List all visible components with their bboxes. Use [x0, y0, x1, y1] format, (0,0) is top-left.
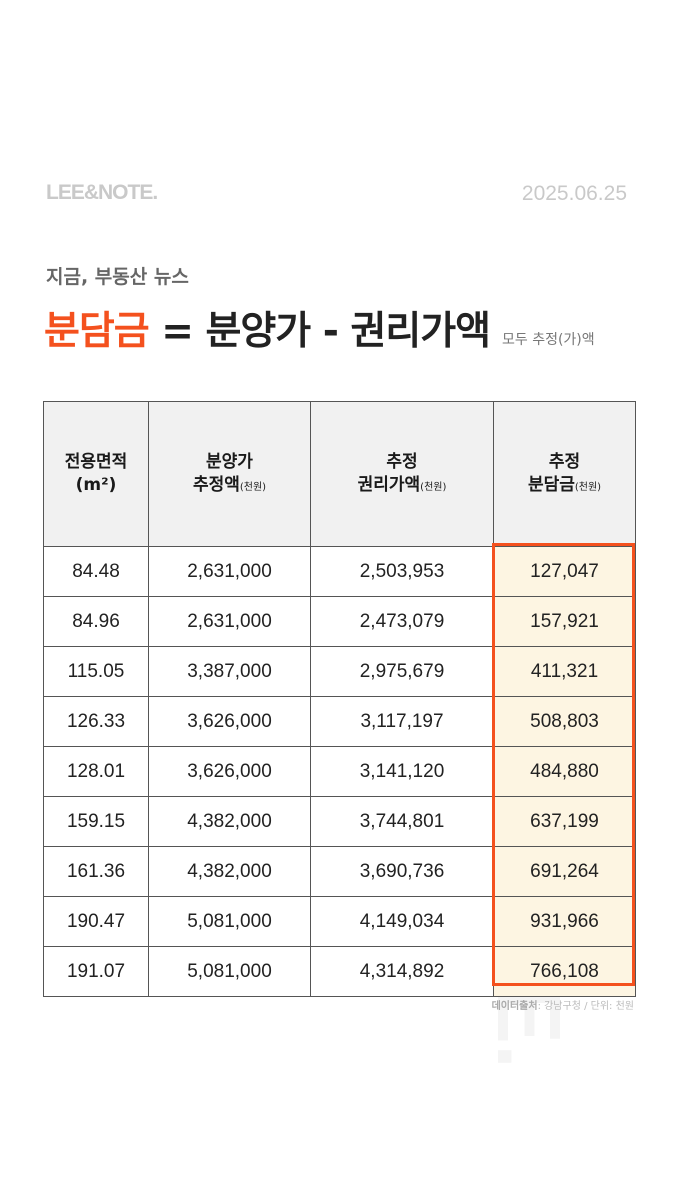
table-row: 84.48 2,631,000 2,503,953 127,047 — [43, 546, 636, 597]
cell-rights-value: 2,975,679 — [310, 646, 494, 697]
cell-sale-price: 4,382,000 — [148, 796, 311, 847]
header-contribution: 추정 분담금(천원) — [493, 401, 636, 547]
header-sale-price: 분양가 추정액(천원) — [148, 401, 311, 547]
cell-area: 161.36 — [43, 846, 149, 897]
table-row: 159.15 4,382,000 3,744,801 637,199 — [43, 796, 636, 847]
cell-contribution: 637,199 — [493, 796, 636, 847]
table-row: 84.96 2,631,000 2,473,079 157,921 — [43, 596, 636, 647]
cell-sale-price: 5,081,000 — [148, 946, 311, 997]
headline-accent: 분담금 — [44, 309, 150, 354]
cell-sale-price: 4,382,000 — [148, 846, 311, 897]
cell-contribution: 691,264 — [493, 846, 636, 897]
cell-rights-value: 3,690,736 — [310, 846, 494, 897]
headline-formula: = 분양가 - 권리가액 — [148, 309, 491, 354]
table-row: 161.36 4,382,000 3,690,736 691,264 — [43, 846, 636, 897]
cell-area: 190.47 — [43, 896, 149, 947]
table-row: 190.47 5,081,000 4,149,034 931,966 — [43, 896, 636, 947]
cell-sale-price: 2,631,000 — [148, 596, 311, 647]
table-row: 128.01 3,626,000 3,141,120 484,880 — [43, 746, 636, 797]
series-subtitle: 지금, 부동산 뉴스 — [46, 266, 189, 288]
cell-sale-price: 5,081,000 — [148, 896, 311, 947]
estimate-table: 전용면적 (m²) 분양가 추정액(천원) 추정 권리가액(천원) 추정 분담금(천원)… — [43, 401, 636, 997]
table-row: 115.05 3,387,000 2,975,679 411,321 — [43, 646, 636, 697]
cell-rights-value: 4,314,892 — [310, 946, 494, 997]
cell-contribution: 127,047 — [493, 546, 636, 597]
table-row: 126.33 3,626,000 3,117,197 508,803 — [43, 696, 636, 747]
cell-sale-price: 3,387,000 — [148, 646, 311, 697]
table-header-row: 전용면적 (m²) 분양가 추정액(천원) 추정 권리가액(천원) 추정 분담금(천원) — [43, 401, 636, 547]
cell-rights-value: 3,141,120 — [310, 746, 494, 797]
table-row: 191.07 5,081,000 4,314,892 766,108 — [43, 946, 636, 997]
cell-contribution: 157,921 — [493, 596, 636, 647]
cell-area: 115.05 — [43, 646, 149, 697]
cell-contribution: 484,880 — [493, 746, 636, 797]
cell-area: 84.96 — [43, 596, 149, 647]
header-rights-value: 추정 권리가액(천원) — [310, 401, 494, 547]
cell-rights-value: 3,744,801 — [310, 796, 494, 847]
cell-rights-value: 2,503,953 — [310, 546, 494, 597]
cell-rights-value: 3,117,197 — [310, 696, 494, 747]
cell-contribution: 931,966 — [493, 896, 636, 947]
cell-area: 191.07 — [43, 946, 149, 997]
headline-note: 모두 추정(가)액 — [501, 332, 595, 348]
cell-area: 128.01 — [43, 746, 149, 797]
cell-area: 159.15 — [43, 796, 149, 847]
cell-contribution: 411,321 — [493, 646, 636, 697]
data-source: 데이터출처: 강남구청 / 단위: 천원 — [491, 1001, 634, 1012]
header-area: 전용면적 (m²) — [43, 401, 149, 547]
cell-rights-value: 4,149,034 — [310, 896, 494, 947]
cell-sale-price: 3,626,000 — [148, 696, 311, 747]
cell-contribution: 766,108 — [493, 946, 636, 997]
cell-sale-price: 2,631,000 — [148, 546, 311, 597]
post-date: 2025.06.25 — [521, 182, 627, 205]
cell-area: 84.48 — [43, 546, 149, 597]
cell-rights-value: 2,473,079 — [310, 596, 494, 647]
cell-area: 126.33 — [43, 696, 149, 747]
cell-contribution: 508,803 — [493, 696, 636, 747]
brand-logo: LEE&NOTE. — [46, 181, 158, 204]
cell-sale-price: 3,626,000 — [148, 746, 311, 797]
